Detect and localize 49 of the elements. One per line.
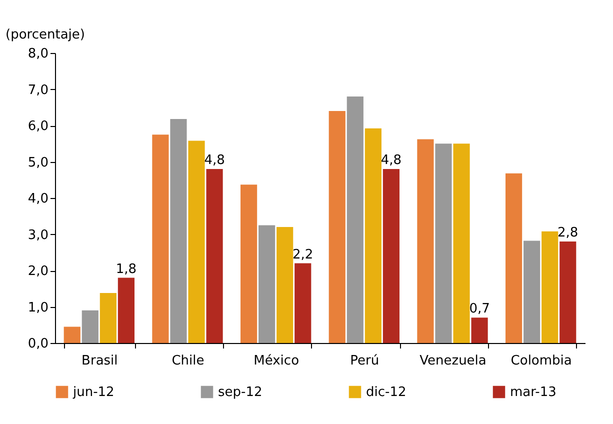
- y-tick-label: 7,0: [28, 82, 48, 98]
- bar: [64, 326, 80, 343]
- bar: [364, 128, 382, 343]
- y-tick-label: 4,0: [28, 192, 48, 206]
- bar: [170, 118, 187, 343]
- x-tick-label: Perú: [350, 354, 380, 368]
- y-tick-label: 3,0: [28, 228, 48, 243]
- bar: [152, 134, 169, 343]
- bar: [524, 240, 540, 343]
- bar: [382, 169, 400, 343]
- y-tick-label: 0,0: [28, 336, 48, 352]
- bar: [82, 310, 98, 343]
- bar: [100, 292, 116, 343]
- data-label: 4,8: [380, 153, 402, 168]
- y-tick-label: 8,0: [28, 46, 48, 62]
- legend-label: dic-12: [366, 385, 406, 400]
- legend-label: mar-13: [510, 385, 556, 400]
- x-tick-label: Venezuela: [420, 354, 486, 368]
- bar: [258, 225, 276, 343]
- x-tick-label: Colombia: [510, 354, 572, 368]
- legend-label: sep-12: [218, 385, 262, 400]
- bar: [188, 140, 205, 343]
- bar: [328, 111, 346, 343]
- bar: [276, 227, 294, 343]
- bar: [294, 263, 312, 343]
- x-tick-label: México: [254, 354, 300, 368]
- bar: [453, 144, 470, 343]
- legend-label: jun-12: [72, 385, 114, 400]
- data-label: 1,8: [116, 262, 137, 277]
- bar: [118, 278, 134, 343]
- y-axis-title: (porcentaje): [6, 28, 85, 42]
- bar: [346, 96, 364, 343]
- x-tick-label: Brasil: [82, 354, 118, 368]
- y-tick-label: 2,0: [28, 264, 48, 279]
- data-label: 0,7: [469, 302, 490, 317]
- bar: [435, 144, 452, 343]
- bar: [542, 231, 558, 343]
- y-tick-label: 1,0: [28, 300, 48, 316]
- y-tick-label: 5,0: [28, 155, 48, 170]
- bar: [206, 169, 223, 343]
- y-tick-label: 6,0: [28, 119, 48, 134]
- bar: [560, 242, 576, 343]
- bar: [240, 184, 258, 343]
- data-label: 2,8: [558, 226, 578, 240]
- bar: [506, 173, 522, 343]
- bar: [417, 139, 434, 343]
- data-label: 2,2: [292, 247, 314, 262]
- x-tick-label: Chile: [172, 354, 204, 368]
- bar: [471, 318, 488, 343]
